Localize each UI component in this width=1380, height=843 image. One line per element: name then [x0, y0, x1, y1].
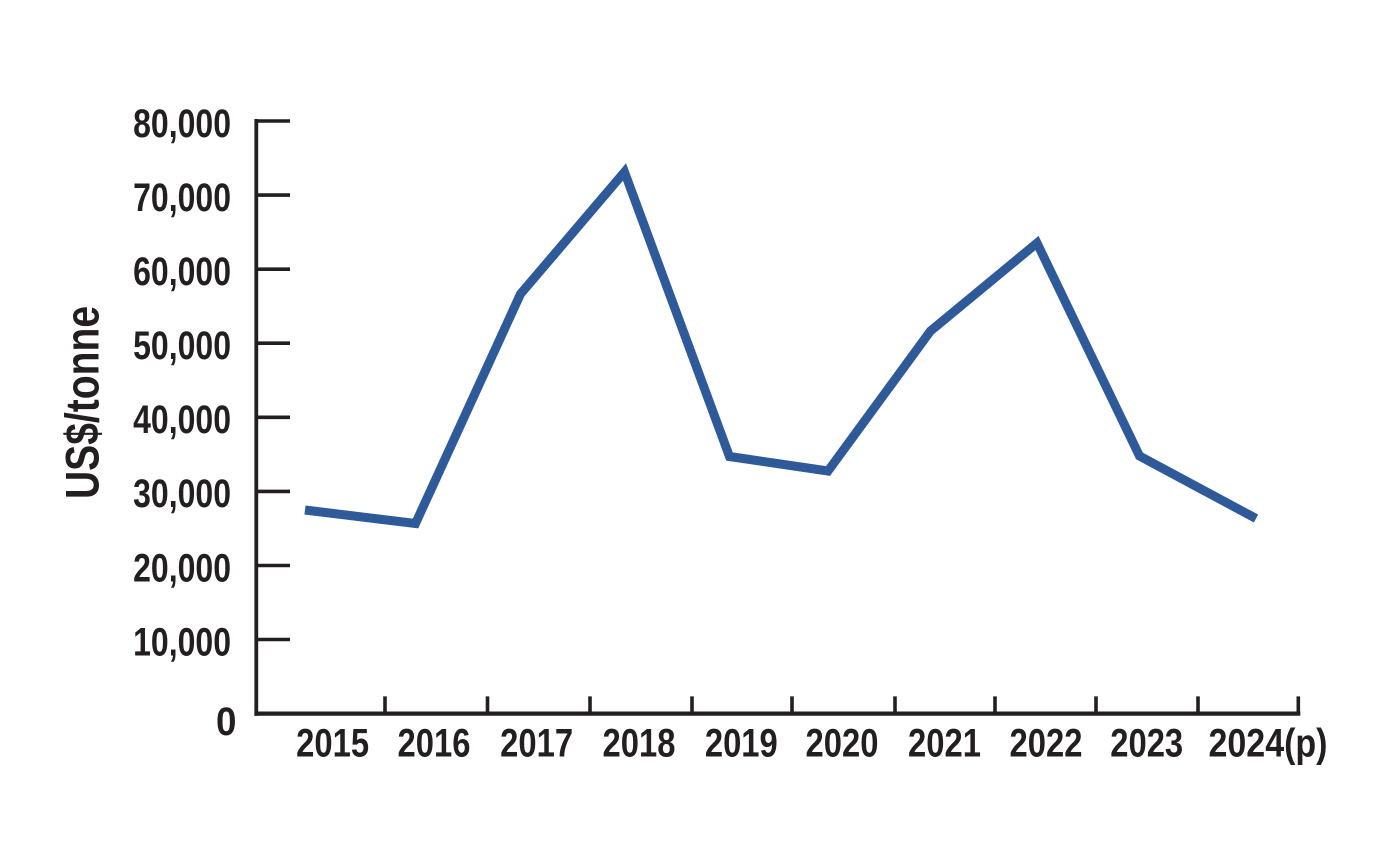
- svg-text:0: 0: [216, 700, 236, 745]
- svg-text:2021: 2021: [908, 721, 981, 766]
- svg-text:2016: 2016: [398, 721, 471, 766]
- svg-text:40,000: 40,000: [133, 397, 231, 442]
- svg-text:10,000: 10,000: [133, 619, 231, 664]
- svg-text:30,000: 30,000: [133, 471, 231, 516]
- svg-text:2023: 2023: [1110, 721, 1183, 766]
- svg-text:2020: 2020: [806, 721, 879, 766]
- svg-text:US$/tonne: US$/tonne: [57, 306, 109, 499]
- svg-text:2024(p): 2024(p): [1208, 720, 1327, 765]
- svg-text:2018: 2018: [603, 721, 676, 766]
- svg-text:2015: 2015: [296, 721, 369, 766]
- svg-text:20,000: 20,000: [133, 545, 231, 590]
- svg-text:2019: 2019: [705, 721, 778, 766]
- svg-text:2017: 2017: [500, 721, 573, 766]
- svg-text:2022: 2022: [1010, 721, 1083, 766]
- svg-text:60,000: 60,000: [133, 249, 231, 294]
- svg-text:50,000: 50,000: [133, 323, 231, 368]
- svg-text:80,000: 80,000: [133, 100, 231, 145]
- svg-text:70,000: 70,000: [133, 174, 231, 219]
